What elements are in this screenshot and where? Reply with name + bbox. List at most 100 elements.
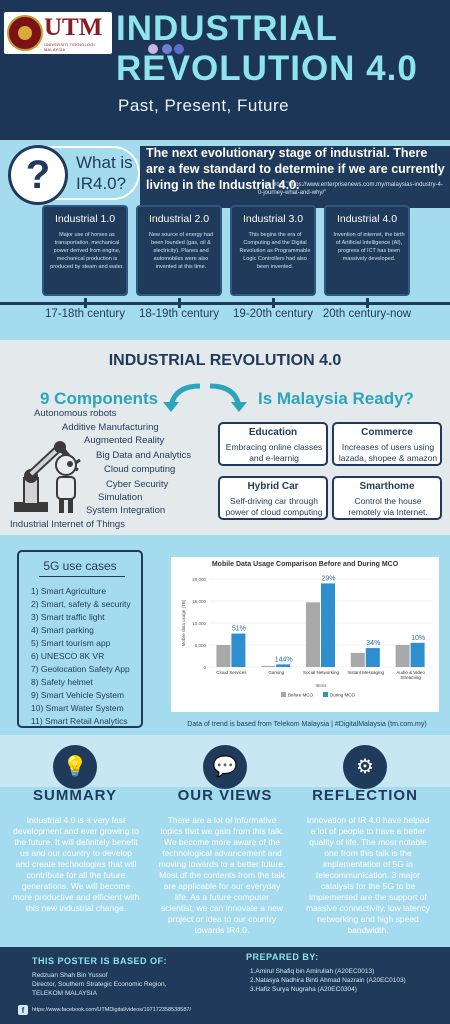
question-badge: ? <box>8 145 68 205</box>
timeline-tick <box>178 298 181 308</box>
prepared-item: 2.Natasya Nadhira Binti Ahmad Nazrain (A… <box>250 977 406 984</box>
gears-icon: ⚙ <box>343 745 387 789</box>
footer: THIS POSTER IS BASED OF: Redzuan Shah Bi… <box>0 947 450 1024</box>
logo-subtext: UNIVERSITI TEKNOLOGI MALAYSIA <box>44 42 95 52</box>
definition-band <box>140 146 450 208</box>
component-item: Simulation <box>98 492 143 503</box>
card-title: Education <box>248 427 298 438</box>
era-century: 19-20th century <box>233 308 313 320</box>
use-case-item: 3) Smart traffic light <box>31 612 105 622</box>
5g-title: 5G use cases <box>43 559 117 573</box>
era-title: Industrial 2.0 <box>148 213 210 225</box>
facebook-icon: f <box>18 1005 28 1015</box>
chat-glyph: 💬 <box>212 756 238 778</box>
5g-section: 5G use cases 1) Smart Agriculture 2) Sma… <box>0 535 450 735</box>
utm-logo: UTM UNIVERSITI TEKNOLOGI MALAYSIA <box>4 12 112 54</box>
x-tick-label: Audio & Video <box>396 670 425 675</box>
malaysia-heading: Is Malaysia Ready? <box>258 389 414 408</box>
based-name: Redzuan Shah Bin Yussof <box>32 972 108 979</box>
component-item: System Integration <box>86 505 166 516</box>
era-century: 20th century-now <box>322 308 412 320</box>
based-role: Director, Southern Strategic Economic Re… <box>32 981 167 988</box>
use-case-item: 2) Smart, safety & security <box>31 599 131 609</box>
malaysia-card-smarthome: Smarthome Control the house remotely via… <box>332 476 442 520</box>
definition-cite: - cite from "https://www.enterprisenews.… <box>258 182 443 196</box>
era-title: Industrial 1.0 <box>54 213 116 225</box>
components-section-title: INDUSTRIAL REVOLUTION 4.0 <box>108 352 342 369</box>
title-line-1: INDUSTRIAL <box>116 9 338 48</box>
prepared-item: 1.Amirul Shafiq bin Amirullah (A20EC0013… <box>250 968 375 975</box>
era-century: 18-19th century <box>139 308 219 320</box>
era-desc: This begins the era of Computing and the… <box>239 232 311 270</box>
question-mark-icon: ? <box>25 153 51 197</box>
y-tick-label: 10,000 <box>192 621 206 626</box>
views-heading: OUR VIEWS <box>177 787 273 804</box>
reflection-text: Innovation of IR 4.0 have helped a lot o… <box>305 815 431 935</box>
use-case-item: 11) Smart Retail Analytics <box>31 716 128 726</box>
summary-text: Industrial 4.0 is a very fast developmen… <box>12 815 140 913</box>
lightbulb-glyph: 💡 <box>62 756 88 778</box>
data-label: 51% <box>232 626 246 633</box>
card-title: Hybrid Car <box>247 481 299 492</box>
facebook-link[interactable]: https://www.facebook.com/UTMDigital/vide… <box>32 1007 191 1013</box>
title-line-2: REVOLUTION 4.0 <box>116 49 418 88</box>
legend-label: During MCO <box>330 693 356 698</box>
era-card-4: Industrial 4.0 Invention of internet, th… <box>324 205 410 296</box>
definition-text: The next evolutionary stage of industria… <box>146 146 445 192</box>
bar-during <box>321 583 335 667</box>
mobile-data-chart: Mobile Data Usage Comparison Before and … <box>171 557 439 712</box>
component-item: Additive Manufacturing <box>62 422 159 433</box>
views-text: There are a lot of informative topics th… <box>158 815 286 935</box>
bar-before <box>216 645 231 667</box>
components-section: INDUSTRIAL REVOLUTION 4.0 9 Components I… <box>0 340 450 535</box>
arrows-icon <box>163 383 247 412</box>
use-case-item: 7) Geolocation Safety App <box>31 664 130 674</box>
data-label: 144% <box>275 656 293 663</box>
y-tick-label: 15,000 <box>192 599 206 604</box>
era-card-2: Industrial 2.0 New source of energy had … <box>136 205 222 296</box>
what-is-section: ? What is IR4.0? The next evolutionary s… <box>0 140 450 340</box>
humanoid-robot-icon <box>55 454 77 513</box>
reflection-heading: REFLECTION <box>312 787 418 804</box>
bar-before <box>395 645 410 667</box>
x-tick-label: Gaming <box>268 670 284 675</box>
component-item: Augmented Reality <box>84 435 165 446</box>
use-case-item: 10) Smart Water System <box>31 703 124 713</box>
data-label: 29% <box>321 575 335 582</box>
era-century: 17-18th century <box>45 308 125 320</box>
timeline-line <box>0 302 450 305</box>
use-case-item: 1) Smart Agriculture <box>31 586 107 596</box>
summary-section: 💡 💬 ⚙ SUMMARY OUR VIEWS REFLECTION Indus… <box>0 735 450 947</box>
timeline-tick <box>272 298 275 308</box>
era-card-3: Industrial 3.0 This begins the era of Co… <box>230 205 316 296</box>
legend-swatch <box>281 692 286 697</box>
y-axis-label: Mobile data usage (TB) <box>181 599 186 646</box>
use-case-item: 4) Smart parking <box>31 625 94 635</box>
logo-text: UTM <box>44 14 103 41</box>
summary-heading: SUMMARY <box>33 787 117 804</box>
what-is-label-line2: IR4.0? <box>76 174 127 193</box>
component-item: Big Data and Analytics <box>96 450 192 461</box>
x-tick-label: Instant Messaging <box>348 670 385 675</box>
header: UTM UNIVERSITI TEKNOLOGI MALAYSIA INDUST… <box>0 0 450 140</box>
legend-label: Before MCO <box>288 693 314 698</box>
based-org: TELEKOM MALAYSIA <box>32 990 97 997</box>
x-tick-label: Streaming <box>400 675 421 680</box>
card-desc: Self-driving car through power of cloud … <box>225 496 323 517</box>
chat-icon: 💬 <box>203 745 247 789</box>
bar-during <box>410 642 425 667</box>
chart-source-note-text: Data of trend is based from Telekom Mala… <box>187 721 427 728</box>
component-item: Industrial Internet of Things <box>10 519 125 530</box>
use-case-item: 6) UNESCO 8K VR <box>31 651 105 661</box>
what-is-label-line1: What is <box>76 153 133 172</box>
era-card-1: Industrial 1.0 Major use of horses as tr… <box>42 205 128 296</box>
decor-dot <box>162 44 172 54</box>
era-desc: New source of energy had been founded (g… <box>148 232 214 270</box>
legend-swatch <box>323 692 328 697</box>
bar-during <box>365 648 380 667</box>
x-axis-label: Items <box>315 683 327 688</box>
bar-before <box>261 665 276 667</box>
x-tick-label: Social Networking <box>303 670 340 675</box>
gears-glyph: ⚙ <box>356 756 374 778</box>
